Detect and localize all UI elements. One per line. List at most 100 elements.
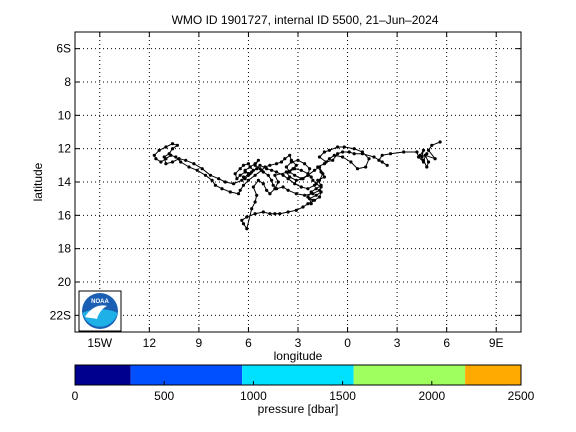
profile-point xyxy=(232,182,236,186)
y-tick-label: 6S xyxy=(56,42,71,56)
profile-point xyxy=(281,185,285,189)
profile-point xyxy=(317,195,322,199)
profile-point xyxy=(331,158,335,162)
profile-point xyxy=(159,160,163,164)
profile-point xyxy=(364,165,368,169)
x-tick-labels: 15W 12 9 6 3 0 3 6 9E xyxy=(87,336,503,350)
profile-point xyxy=(256,158,260,162)
colorbar: 0 500 1000 1500 2000 2500 pressure [dbar] xyxy=(72,364,535,416)
colorbar-tick-label: 2500 xyxy=(508,389,535,403)
profile-point xyxy=(430,143,434,147)
profile-point xyxy=(308,197,312,201)
profile-point xyxy=(286,188,290,192)
axes-frame xyxy=(74,31,522,333)
colorbar-ticks: 0 500 1000 1500 2000 2500 xyxy=(72,381,535,403)
profile-point xyxy=(311,178,315,182)
profile-point xyxy=(438,140,442,144)
x-tick-label: 12 xyxy=(143,336,157,350)
x-tick-label: 3 xyxy=(394,336,401,350)
colorbar-tick-label: 500 xyxy=(154,389,174,403)
profile-point xyxy=(372,155,376,159)
profile-point xyxy=(223,180,227,184)
profile-point xyxy=(177,157,181,161)
profile-point xyxy=(314,193,318,197)
profile-point xyxy=(265,167,269,171)
colorbar-segments xyxy=(75,365,521,385)
profile-point xyxy=(192,162,196,166)
profile-point xyxy=(256,178,260,182)
profile-point xyxy=(347,150,351,154)
profile-point xyxy=(248,165,252,169)
profile-point xyxy=(294,208,298,212)
profile-point xyxy=(157,148,161,152)
profile-point xyxy=(250,207,254,211)
profile-point xyxy=(341,150,345,154)
profile-point xyxy=(312,168,317,172)
x-tick-label: 6 xyxy=(245,336,252,350)
y-tick-labels: 6S 8 10 12 14 16 18 20 22S xyxy=(50,42,72,323)
profile-point xyxy=(253,173,257,177)
profile-point xyxy=(299,168,303,172)
colorbar-tick-label: 1000 xyxy=(240,389,267,403)
profile-point xyxy=(220,187,224,191)
profile-point xyxy=(425,165,429,169)
profile-point xyxy=(317,178,322,182)
profile-point xyxy=(426,160,431,164)
profile-point xyxy=(170,147,175,151)
colorbar-frame xyxy=(74,364,522,386)
profile-point xyxy=(286,210,290,214)
profile-point xyxy=(274,170,279,174)
profile-point xyxy=(306,202,310,206)
profile-point xyxy=(288,153,292,157)
profile-point xyxy=(314,187,318,191)
profile-point xyxy=(245,227,249,231)
profile-point xyxy=(241,222,246,226)
profile-point xyxy=(164,162,168,166)
profile-point xyxy=(217,177,221,181)
profile-point xyxy=(301,205,305,209)
y-tick-label: 8 xyxy=(64,75,71,89)
profile-point xyxy=(213,183,217,187)
profile-point xyxy=(164,145,168,149)
profile-point xyxy=(169,153,173,157)
profile-point xyxy=(388,152,393,156)
profile-point xyxy=(241,175,246,179)
profile-point xyxy=(303,162,307,166)
profile-point xyxy=(402,150,406,154)
x-tick-label: 15W xyxy=(87,336,112,350)
profile-point xyxy=(255,193,259,197)
profile-point xyxy=(200,167,204,171)
y-axis-label: latitude xyxy=(31,162,45,201)
profile-point xyxy=(208,173,213,177)
profile-point xyxy=(284,170,288,174)
profile-point xyxy=(385,163,389,167)
profile-point xyxy=(426,148,431,152)
profile-point xyxy=(228,190,232,194)
profile-point xyxy=(421,160,426,164)
profile-point xyxy=(246,178,250,182)
profile-point xyxy=(322,162,326,166)
profile-point xyxy=(270,178,274,182)
plot-area: 15W 12 9 6 3 0 3 6 9E 6S 8 10 12 14 16 18 20 22S xyxy=(50,31,522,350)
profile-point xyxy=(274,162,279,166)
x-axis-label: longitude xyxy=(274,349,323,363)
profile-point xyxy=(294,192,298,196)
profile-point xyxy=(273,173,277,177)
colorbar-segment xyxy=(353,365,466,385)
profile-point xyxy=(251,185,255,189)
profile-point xyxy=(319,185,323,189)
profile-point xyxy=(266,173,270,177)
profile-point xyxy=(255,167,259,171)
profile-point xyxy=(293,173,297,177)
y-tick-label: 10 xyxy=(58,108,72,122)
profile-point xyxy=(380,153,384,157)
profile-point xyxy=(317,188,322,192)
profile-point xyxy=(203,173,208,177)
profile-point xyxy=(332,153,336,157)
profile-point xyxy=(377,158,381,162)
profile-point xyxy=(327,148,331,152)
y-tick-label: 20 xyxy=(58,275,72,289)
profile-point xyxy=(195,168,199,172)
profile-point xyxy=(238,188,242,192)
profile-point xyxy=(312,183,317,187)
